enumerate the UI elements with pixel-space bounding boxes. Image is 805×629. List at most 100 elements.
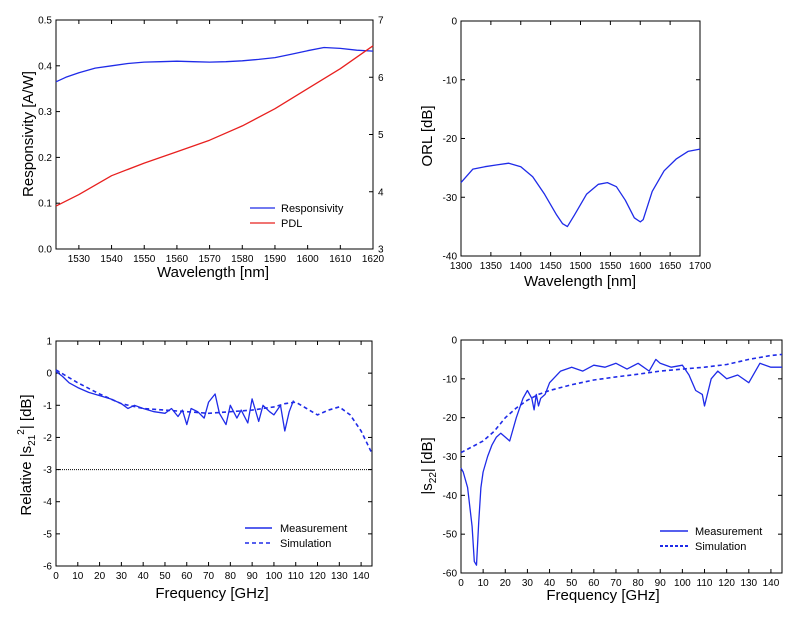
y-tick-label: -30 bbox=[443, 452, 458, 463]
y2-tick-label: 7 bbox=[378, 16, 384, 27]
x-tick-label: 0 bbox=[458, 578, 464, 589]
chart4-ylabel-end: | [dB] bbox=[419, 437, 436, 472]
x-tick-label: 130 bbox=[331, 571, 348, 582]
chart3-legend: Measurement Simulation bbox=[245, 523, 347, 550]
y-tick-label: -1 bbox=[43, 401, 52, 412]
y-tick-label: 0.4 bbox=[38, 61, 52, 72]
chart1-xlabel: Wavelength [nm] bbox=[157, 264, 269, 281]
x-tick-label: 140 bbox=[763, 578, 780, 589]
x-tick-label: 70 bbox=[610, 578, 622, 589]
x-tick-label: 1580 bbox=[231, 254, 254, 265]
legend-label-simulation: Simulation bbox=[695, 541, 746, 553]
x-tick-label: 1560 bbox=[166, 254, 189, 265]
plot-frame bbox=[55, 340, 373, 567]
y2-tick-label: 4 bbox=[378, 187, 384, 198]
legend-label-responsivity: Responsivity bbox=[281, 203, 344, 215]
series-line-measurement bbox=[55, 370, 295, 432]
x-tick-label: 20 bbox=[500, 578, 512, 589]
plot-area-2: 1300 1350 1400 1450 1500 1550 1600 1650 1700 0 -10… bbox=[443, 17, 712, 273]
x-tick-label: 130 bbox=[740, 578, 757, 589]
series-line-chart2-0 bbox=[460, 148, 701, 228]
chart2-ylabel: ORL [dB] bbox=[419, 105, 436, 166]
y-tick-label: -30 bbox=[443, 193, 458, 204]
legend-label-measurement: Measurement bbox=[695, 526, 762, 538]
y-tick-label: 0.0 bbox=[38, 245, 52, 256]
chart-responsivity-pdl: Responsivity [A/W] Wavelength [nm] Respo… bbox=[20, 71, 344, 281]
x-tick-label: 100 bbox=[266, 571, 283, 582]
x-tick-label: 50 bbox=[566, 578, 578, 589]
chart3-ylabel-main: Relative |s bbox=[18, 446, 35, 516]
chart3-ylabel-end: | [dB] bbox=[18, 394, 35, 429]
x-tick-label: 90 bbox=[247, 571, 259, 582]
x-tick-label: 1550 bbox=[133, 254, 156, 265]
x-tick-label: 40 bbox=[544, 578, 556, 589]
x-tick-label: 1400 bbox=[510, 261, 533, 272]
x-tick-label: 120 bbox=[718, 578, 735, 589]
y-tick-label: 0.5 bbox=[38, 16, 52, 27]
series-line-simulation bbox=[55, 369, 373, 454]
x-tick-label: 10 bbox=[478, 578, 490, 589]
chart4-xlabel: Frequency [GHz] bbox=[546, 587, 659, 604]
x-tick-label: 10 bbox=[72, 571, 84, 582]
x-tick-label: 60 bbox=[181, 571, 193, 582]
x-tick-label: 110 bbox=[288, 571, 304, 582]
chart3-ylabel-sub: 21 bbox=[27, 434, 38, 446]
y-tick-label: 0.1 bbox=[38, 199, 52, 210]
chart4-ylabel-main: |s bbox=[419, 483, 436, 494]
legend-label-measurement: Measurement bbox=[280, 523, 347, 535]
x-tick-label: 1350 bbox=[480, 261, 503, 272]
x-tick-label: 1620 bbox=[362, 254, 385, 265]
x-tick-label: 70 bbox=[203, 571, 215, 582]
x-tick-label: 1700 bbox=[689, 261, 712, 272]
y-tick-label: 0.3 bbox=[38, 107, 52, 118]
y-tick-label: -40 bbox=[443, 252, 458, 263]
y-tick-label: -20 bbox=[443, 413, 458, 424]
legend-label-simulation: Simulation bbox=[280, 538, 331, 550]
y-tick-label: -4 bbox=[43, 497, 52, 508]
x-tick-label: 140 bbox=[353, 571, 370, 582]
plot-frame bbox=[460, 339, 783, 574]
x-tick-label: 100 bbox=[674, 578, 691, 589]
x-tick-label: 1570 bbox=[198, 254, 221, 265]
x-tick-label: 1550 bbox=[599, 261, 622, 272]
x-tick-label: 1300 bbox=[450, 261, 473, 272]
y-tick-label: -3 bbox=[43, 465, 52, 476]
chart-orl: ORL [dB] Wavelength [nm] bbox=[419, 105, 636, 290]
x-tick-label: 80 bbox=[633, 578, 645, 589]
series-line-simulation bbox=[460, 353, 783, 454]
chart4-ylabel: |s22| [dB] bbox=[419, 437, 439, 494]
y2-tick-label: 3 bbox=[378, 245, 384, 256]
chart1-legend: Responsivity PDL bbox=[250, 203, 344, 230]
y-tick-label: 0 bbox=[46, 369, 52, 380]
x-tick-label: 1450 bbox=[540, 261, 563, 272]
plot-area-4: 0 10 20 30 40 50 60 70 80 90 100 110 120 130 140 0 -10 -2… bbox=[443, 336, 783, 589]
plot-area-1: 1530 1540 1550 1560 1570 1580 1590 1600 1610 1620… bbox=[38, 16, 384, 266]
x-tick-label: 30 bbox=[116, 571, 128, 582]
chart3-ylabel-sup: 2 bbox=[16, 429, 27, 435]
x-tick-label: 60 bbox=[588, 578, 600, 589]
x-tick-label: 80 bbox=[225, 571, 237, 582]
x-tick-label: 1500 bbox=[569, 261, 592, 272]
chart-marks: 1530 1540 1550 1560 1570 1580 1590 1 60 0 1610 1620… bbox=[38, 16, 783, 589]
series-line-measurement bbox=[460, 358, 782, 566]
x-tick-label: 40 bbox=[138, 571, 150, 582]
x-tick-label: 30 bbox=[522, 578, 534, 589]
chart4-legend: Measurement Simulation bbox=[660, 526, 762, 553]
plot-frame bbox=[460, 20, 701, 257]
x-tick-label: 1590 bbox=[264, 254, 287, 265]
y-tick-label: -50 bbox=[443, 530, 458, 541]
y-tick-label: 0 bbox=[451, 336, 457, 347]
x-tick-label: 1530 bbox=[68, 254, 91, 265]
x-tick-label: 20 bbox=[94, 571, 106, 582]
x-tick-label: 120 bbox=[309, 571, 326, 582]
x-tick-label: 90 bbox=[655, 578, 667, 589]
y-tick-label: -10 bbox=[443, 374, 458, 385]
y-tick-label: -40 bbox=[443, 491, 458, 502]
x-tick-label: 1610 bbox=[329, 254, 352, 265]
y-tick-label: -60 bbox=[443, 569, 458, 580]
x-tick-label: 1540 bbox=[100, 254, 123, 265]
y-tick-label: 1 bbox=[46, 337, 52, 348]
chart1-ylabel: Responsivity [A/W] bbox=[20, 71, 37, 197]
chart3-xlabel: Frequency [GHz] bbox=[155, 585, 268, 602]
chart-s21: Relative |s212| [dB] Frequency [GHz] Mea… bbox=[16, 394, 347, 602]
